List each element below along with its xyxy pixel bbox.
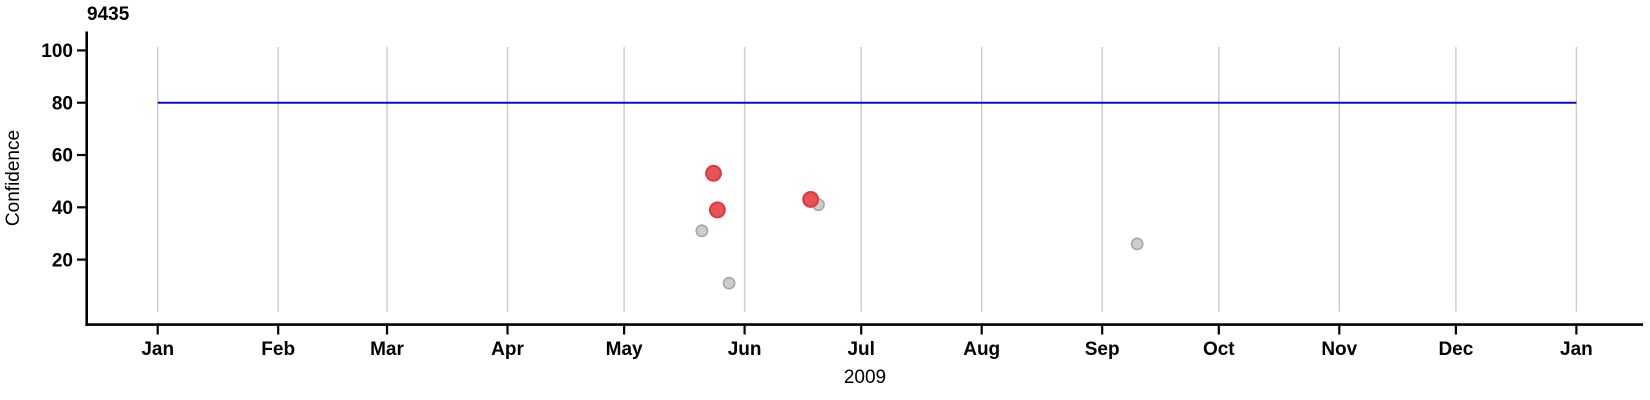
x-tick-label: Jan bbox=[1560, 339, 1593, 360]
x-tick-label: Apr bbox=[491, 339, 524, 360]
x-tick-label: Aug bbox=[963, 339, 1000, 360]
data-point-secondary-gray bbox=[722, 276, 736, 290]
x-tick-label: Feb bbox=[261, 339, 295, 360]
y-tick-label: 20 bbox=[52, 250, 73, 271]
x-tick-label: Nov bbox=[1321, 339, 1357, 360]
data-point-primary-red bbox=[705, 164, 722, 182]
y-tick-label: 80 bbox=[52, 93, 73, 114]
chart-title: 9435 bbox=[87, 4, 130, 25]
x-tick-label: Oct bbox=[1203, 339, 1235, 360]
x-tick-label: May bbox=[606, 339, 643, 360]
x-tick-label: Sep bbox=[1085, 339, 1120, 360]
x-tick-label: Jan bbox=[141, 339, 174, 360]
data-point-secondary-gray bbox=[1130, 237, 1144, 251]
x-tick-label: Dec bbox=[1438, 339, 1473, 360]
x-tick-label: Jun bbox=[728, 339, 762, 360]
y-tick-label: 40 bbox=[52, 198, 73, 219]
y-tick-label: 100 bbox=[41, 41, 73, 62]
data-point-primary-red bbox=[708, 201, 726, 219]
x-tick-label: Jul bbox=[847, 339, 874, 360]
x-tick-label: Mar bbox=[370, 339, 404, 360]
data-point-secondary-gray bbox=[695, 224, 709, 238]
y-tick-label: 60 bbox=[52, 146, 73, 167]
data-point-primary-red bbox=[802, 191, 820, 208]
x-axis-year-label: 2009 bbox=[843, 367, 887, 388]
